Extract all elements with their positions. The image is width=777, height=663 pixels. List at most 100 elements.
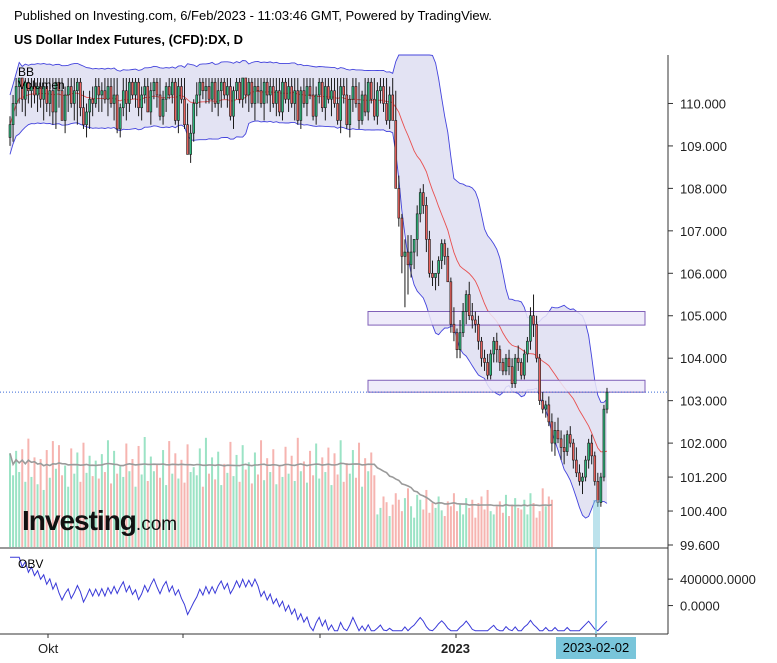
volume-bar: [269, 472, 272, 547]
candle: [262, 78, 266, 121]
volume-bar: [128, 471, 131, 547]
volume-bar: [131, 459, 134, 547]
candle-body: [541, 400, 545, 410]
candle-body: [590, 442, 593, 457]
candle-body: [568, 434, 572, 444]
candle: [403, 239, 407, 308]
candle-body: [60, 90, 64, 121]
investing-logo: Investing.com: [22, 505, 177, 537]
volume-bar: [18, 472, 21, 547]
candle: [342, 78, 346, 104]
candle-body: [293, 90, 297, 104]
volume-bar: [192, 467, 195, 547]
candle: [584, 455, 587, 482]
candle: [379, 78, 382, 104]
volume-bar: [419, 499, 422, 547]
candle: [422, 184, 425, 214]
candle: [241, 77, 244, 108]
volume-bar: [159, 477, 162, 547]
candle: [532, 294, 535, 337]
candle: [519, 358, 523, 380]
candle: [235, 78, 238, 100]
volume-bar: [489, 511, 492, 547]
volume-bar: [116, 473, 119, 547]
price-tick-label: 110.000: [680, 96, 726, 111]
volume-bar: [97, 478, 100, 547]
volume-bar: [511, 504, 514, 547]
logo-text: Investing: [22, 505, 137, 536]
candle-body: [587, 442, 590, 461]
candle-body: [605, 391, 609, 410]
volume-bar: [523, 499, 526, 547]
volume-bar: [413, 517, 416, 547]
candle: [57, 78, 61, 108]
candle-body: [158, 94, 162, 117]
candle: [131, 78, 134, 100]
volume-bar: [214, 479, 217, 547]
candle-body: [183, 98, 186, 125]
candle: [39, 78, 42, 108]
candle-body: [112, 94, 116, 104]
candle: [177, 78, 180, 134]
volume-bar: [312, 475, 315, 547]
volume-bar: [403, 498, 406, 547]
candle: [219, 78, 223, 108]
candle-body: [30, 86, 33, 92]
volume-bar: [480, 496, 483, 547]
price-tick-label: 109.000: [680, 139, 727, 154]
candle-body: [106, 86, 110, 100]
candle-body: [440, 243, 443, 261]
candle: [256, 78, 260, 104]
volume-bar: [9, 453, 11, 547]
candle: [388, 86, 391, 129]
volume-bar: [330, 485, 333, 547]
candle: [382, 78, 385, 112]
candle-body: [155, 81, 159, 96]
volume-bar: [302, 461, 305, 547]
candle: [538, 353, 541, 405]
candle-body: [232, 90, 235, 117]
candle-body: [403, 251, 407, 257]
candle-body: [72, 90, 76, 104]
candle-body: [85, 111, 88, 126]
candle-body: [308, 86, 312, 96]
candle: [529, 307, 532, 350]
obv-tick-label: 400000.0000: [680, 572, 756, 587]
candle-body: [339, 86, 342, 121]
candle: [575, 447, 578, 478]
candle: [143, 78, 147, 104]
candle: [167, 78, 171, 100]
candle: [201, 78, 205, 100]
volume-bar: [547, 496, 550, 547]
volume-bar: [498, 501, 501, 547]
candle-body: [20, 77, 24, 100]
candle-body: [333, 90, 336, 104]
volume-bar: [293, 481, 296, 547]
volume-bar: [250, 483, 253, 547]
volume-bar: [483, 509, 486, 547]
volume-bar: [541, 488, 544, 547]
candle-body: [103, 90, 107, 100]
candle-body: [529, 315, 532, 342]
candle-body: [189, 132, 192, 155]
volume-bar: [345, 463, 348, 547]
candle-body: [125, 90, 128, 104]
volume-bar: [146, 481, 149, 547]
candle: [602, 404, 606, 482]
candle-body: [69, 86, 73, 104]
candle: [97, 78, 101, 112]
candle: [121, 78, 125, 117]
time-tick-label: Okt: [38, 641, 59, 656]
price-tick-label: 103.000: [680, 394, 727, 409]
volume-bar: [364, 458, 367, 547]
candle: [477, 315, 480, 350]
volume-bar: [324, 472, 327, 547]
volume-bar: [336, 474, 339, 547]
candle: [195, 82, 199, 117]
candle-body: [425, 205, 428, 240]
candle-body: [532, 315, 535, 325]
candle: [489, 349, 492, 380]
candle-body: [544, 404, 548, 410]
volume-bar: [165, 485, 168, 547]
